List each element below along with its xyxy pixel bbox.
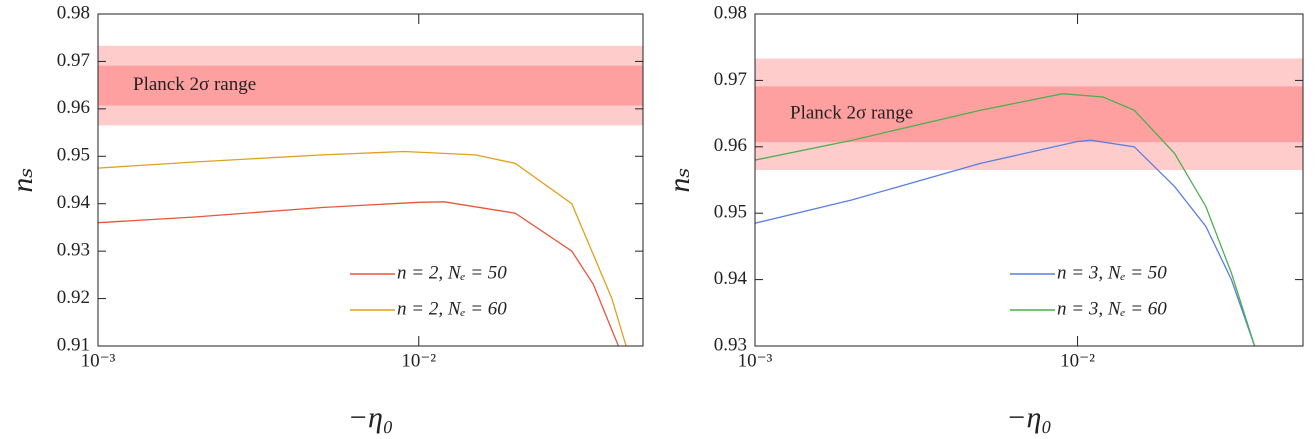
y-tick-label: 0.97 — [57, 50, 90, 71]
band — [755, 86, 1303, 143]
y-tick-label: 0.93 — [714, 334, 747, 355]
y-tick-label: 0.96 — [57, 97, 90, 118]
y-tick-label: 0.96 — [714, 135, 747, 156]
x-axis-label: −η₀ — [348, 401, 394, 434]
x-axis-label: −η₀ — [1006, 401, 1052, 434]
plot-frame — [754, 13, 1304, 347]
curve — [98, 150, 627, 346]
legend-label: n = 2, Nₑ = 60 — [397, 298, 507, 319]
x-tick-label: 10⁻² — [1060, 350, 1095, 371]
y-tick-label: 0.97 — [714, 69, 747, 90]
y-axis-label: nₛ — [663, 167, 696, 192]
y-tick-label: 0.98 — [714, 2, 747, 23]
y-tick-label: 0.95 — [714, 202, 747, 223]
y-tick-label: 0.94 — [57, 192, 91, 213]
band-label: Planck 2σ range — [133, 74, 256, 95]
y-tick-label: 0.94 — [714, 268, 748, 289]
curve — [98, 201, 620, 346]
x-tick-label: 10⁻³ — [81, 350, 116, 371]
y-tick-label: 0.98 — [57, 2, 90, 23]
legend-label: n = 3, Nₑ = 50 — [1057, 262, 1167, 283]
curve — [755, 139, 1256, 346]
y-tick-label: 0.91 — [57, 334, 90, 355]
y-tick-label: 0.95 — [57, 145, 90, 166]
legend-label: n = 3, Nₑ = 60 — [1057, 298, 1167, 319]
legend-label: n = 2, Nₑ = 50 — [397, 262, 507, 283]
plot-frame — [97, 13, 644, 347]
y-axis-label: nₛ — [6, 167, 39, 192]
band-label: Planck 2σ range — [790, 103, 913, 124]
curve — [755, 93, 1256, 346]
y-tick-label: 0.93 — [57, 240, 90, 261]
x-tick-label: 10⁻³ — [738, 350, 773, 371]
band — [98, 65, 643, 106]
x-tick-label: 10⁻² — [401, 350, 436, 371]
y-tick-label: 0.92 — [57, 287, 90, 308]
